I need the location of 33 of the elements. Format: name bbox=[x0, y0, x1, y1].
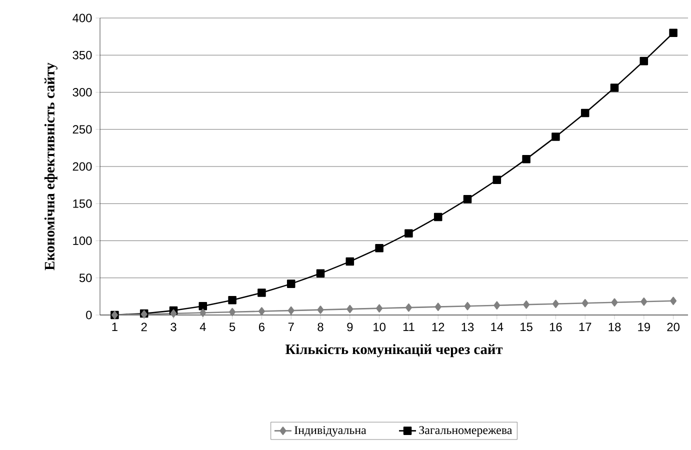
y-tick-label: 250 bbox=[72, 125, 92, 134]
x-tick-label: 6 bbox=[258, 322, 264, 332]
x-tick-label: 16 bbox=[550, 322, 562, 332]
x-tick-label: 19 bbox=[638, 322, 650, 332]
x-tick-label: 12 bbox=[432, 322, 444, 332]
x-tick-label: 14 bbox=[491, 322, 504, 331]
y-axis-title: Економічна ефективність сайту bbox=[44, 62, 58, 270]
x-tick-label: 13 bbox=[462, 322, 474, 332]
x-tick-label: 15 bbox=[520, 322, 532, 332]
x-tick-label: 9 bbox=[347, 322, 353, 332]
x-tick-label: 3 bbox=[170, 322, 176, 332]
y-tick-label: 0 bbox=[86, 310, 92, 320]
legend-label: Індивідуальна bbox=[294, 426, 366, 437]
x-tick-label: 4 bbox=[200, 322, 206, 331]
x-tick-label: 1 bbox=[112, 322, 118, 331]
y-tick-label: 300 bbox=[72, 88, 92, 96]
x-tick-label: 17 bbox=[579, 322, 592, 331]
x-tick-label: 20 bbox=[667, 322, 680, 332]
x-tick-label: 2 bbox=[141, 322, 147, 332]
y-tick-label: 50 bbox=[79, 274, 92, 282]
x-axis-title: Кількість комунікацій через сайт bbox=[285, 344, 503, 358]
x-tick-label: 11 bbox=[403, 322, 414, 331]
y-tick-label: 150 bbox=[73, 199, 92, 208]
x-tick-label: 7 bbox=[288, 322, 294, 331]
y-tick-label: 350 bbox=[72, 50, 92, 60]
x-tick-label: 18 bbox=[608, 322, 621, 332]
y-tick-label: 400 bbox=[72, 14, 92, 22]
x-tick-label: 10 bbox=[374, 322, 386, 332]
y-tick-label: 200 bbox=[72, 162, 92, 171]
y-tick-label: 100 bbox=[73, 236, 92, 245]
x-tick-label: 5 bbox=[229, 322, 236, 332]
x-tick-label: 8 bbox=[318, 322, 324, 332]
legend-label: Загальномережева bbox=[419, 426, 512, 437]
